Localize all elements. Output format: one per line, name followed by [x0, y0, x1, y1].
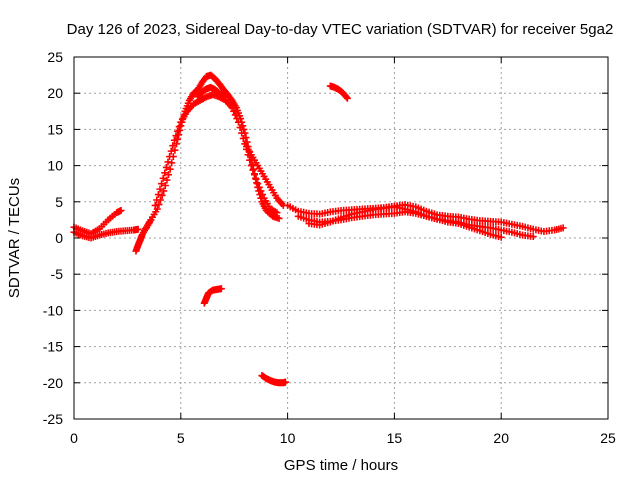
- data-point: [154, 191, 162, 199]
- data-point: [164, 158, 172, 166]
- y-tick-label: 25: [47, 49, 63, 65]
- y-tick-label: -15: [43, 339, 63, 355]
- data-point: [342, 93, 350, 101]
- data-point: [166, 153, 174, 161]
- data-point: [174, 127, 182, 135]
- data-point: [165, 171, 173, 179]
- data-point: [228, 104, 236, 112]
- x-tick-label: 20: [493, 430, 509, 446]
- data-point: [160, 187, 168, 195]
- data-point: [250, 171, 258, 179]
- data-point: [153, 205, 161, 213]
- data-points-layer: [70, 71, 567, 387]
- data-point: [162, 163, 170, 171]
- grid-layer: [74, 57, 608, 419]
- x-axis-label: GPS time / hours: [284, 457, 398, 474]
- data-point: [117, 206, 125, 214]
- data-point: [155, 201, 163, 209]
- chart-title: Day 126 of 2023, Sidereal Day-to-day VTE…: [67, 21, 614, 38]
- data-point: [159, 174, 167, 182]
- data-point: [169, 142, 177, 150]
- y-tick-label: 5: [55, 194, 63, 210]
- data-point: [257, 187, 265, 195]
- data-point: [170, 136, 178, 144]
- data-point: [220, 93, 228, 101]
- x-tick-label: 10: [280, 430, 296, 446]
- y-tick-label: 10: [47, 158, 63, 174]
- data-point: [281, 378, 289, 386]
- data-point: [273, 209, 281, 217]
- data-point: [153, 196, 161, 204]
- data-point: [134, 225, 142, 233]
- y-tick-label: -10: [43, 302, 63, 318]
- axes-layer: 0 5 10 15 20 25 -25 -20 -15 -10 -5 0 5 10 15 20 25: [43, 49, 616, 446]
- series-isolated-neg7: [200, 285, 225, 307]
- data-point: [166, 165, 174, 173]
- series-post-10a: [284, 201, 567, 235]
- x-tick-label: 25: [600, 430, 616, 446]
- data-point: [161, 182, 169, 190]
- x-tick-label: 5: [177, 430, 185, 446]
- data-point: [234, 118, 242, 126]
- data-point: [247, 162, 255, 170]
- series-isolated-12h: [326, 82, 351, 102]
- y-tick-label: 0: [55, 230, 63, 246]
- data-point: [161, 169, 169, 177]
- y-axis-label: SDTVAR / TECUs: [6, 178, 23, 298]
- series-descent-b: [241, 140, 287, 209]
- series-isolated-neg20: [258, 372, 289, 387]
- data-point: [151, 201, 159, 209]
- series-post-10c: [305, 203, 505, 241]
- series-rise-band: [194, 83, 228, 101]
- data-point: [156, 185, 164, 193]
- data-point: [252, 175, 260, 183]
- data-point: [173, 140, 181, 148]
- data-point: [249, 166, 257, 174]
- data-point: [529, 233, 537, 241]
- data-point: [217, 285, 225, 293]
- data-point: [230, 107, 238, 115]
- data-point: [158, 191, 166, 199]
- data-point: [163, 176, 171, 184]
- data-point: [168, 159, 176, 167]
- series-rise-inner: [151, 91, 281, 217]
- data-point: [240, 125, 248, 133]
- data-point: [259, 191, 267, 199]
- data-point: [559, 224, 567, 232]
- data-point: [172, 132, 180, 140]
- data-point: [174, 135, 182, 143]
- data-point: [275, 214, 283, 222]
- data-point: [497, 233, 505, 241]
- data-point: [239, 134, 247, 142]
- y-tick-label: 20: [47, 85, 63, 101]
- y-tick-label: -20: [43, 375, 63, 391]
- x-tick-label: 0: [70, 430, 78, 446]
- data-point: [231, 111, 239, 119]
- data-point: [238, 129, 246, 137]
- x-tick-label: 15: [387, 430, 403, 446]
- data-point: [343, 94, 351, 102]
- data-point: [255, 183, 263, 191]
- y-tick-label: -5: [51, 266, 64, 282]
- data-point: [167, 147, 175, 155]
- data-point: [233, 115, 241, 123]
- data-point: [218, 92, 226, 100]
- y-tick-label: 15: [47, 121, 63, 137]
- data-point: [171, 146, 179, 154]
- series-track-b: [70, 225, 142, 242]
- y-tick-label: -25: [43, 411, 63, 427]
- data-point: [236, 124, 244, 132]
- data-point: [158, 180, 166, 188]
- data-point: [175, 123, 183, 131]
- data-point: [254, 180, 262, 188]
